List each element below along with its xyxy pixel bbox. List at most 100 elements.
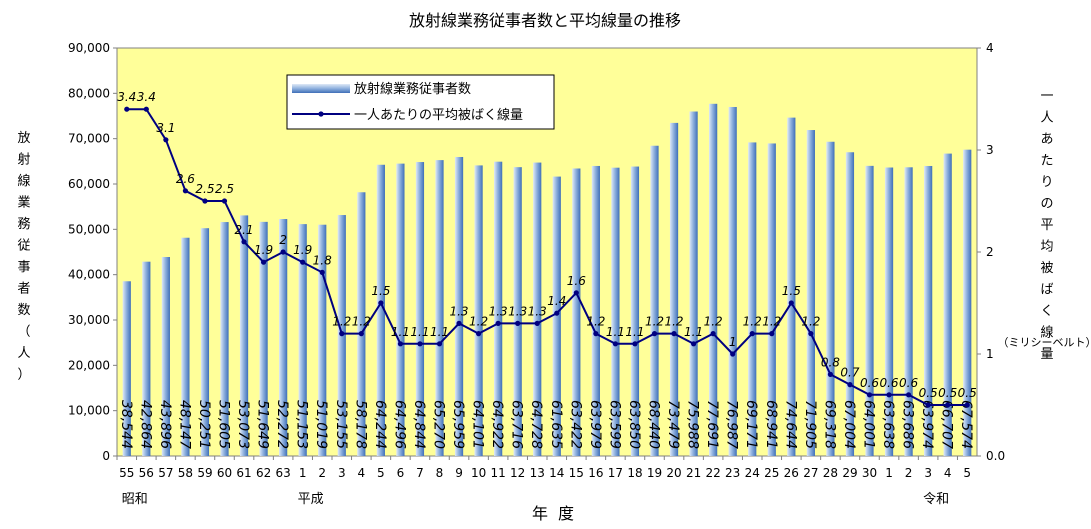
y-left-label-char: 人 [17, 346, 30, 361]
line-point [300, 259, 306, 265]
y-left-tick-label: 70,000 [68, 132, 110, 146]
line-value-label: 1.1 [606, 325, 625, 339]
line-point [554, 310, 560, 316]
x-tick-label: 3 [338, 466, 346, 480]
y-right-label-char: 一 [1040, 89, 1053, 104]
line-point [358, 331, 364, 337]
line-point [925, 402, 931, 408]
y-axis-left-ticks: 0 10,000 20,000 30,000 40,000 50,000 60,000 70,… [68, 41, 117, 463]
bar [357, 192, 366, 456]
y-right-tick-label: 0.0 [986, 449, 1005, 463]
y-left-tick-label: 80,000 [68, 86, 110, 100]
y-right-label-char: の [1040, 197, 1053, 212]
y-left-tick-label: 60,000 [68, 177, 110, 191]
line-point [593, 331, 599, 337]
bar-value-labels: 38,544 42,864 43,896 48,147 50,251 51,605 53,0… [118, 400, 974, 449]
bar-value-label: 51,605 [216, 400, 232, 449]
x-tick-label: 30 [862, 466, 877, 480]
x-tick-label: 55 [119, 466, 134, 480]
y-left-label-char: （ [17, 325, 30, 340]
line-point [808, 331, 814, 337]
bar-value-label: 64,001 [861, 400, 877, 449]
y-axis-right-label: 一人あたりの平均被ばく線量 [1040, 89, 1053, 362]
bar [161, 257, 170, 456]
x-tick-label: 9 [455, 466, 463, 480]
line-value-label: 3.4 [117, 90, 136, 104]
line-point [378, 300, 384, 306]
bar-value-label: 69,171 [743, 400, 759, 449]
x-tick-label: 62 [256, 466, 271, 480]
x-tick-label: 26 [784, 466, 799, 480]
line-value-label: 1.1 [684, 325, 703, 339]
line-point [339, 331, 345, 337]
bar [591, 165, 600, 457]
bar-value-label: 63,979 [587, 400, 603, 449]
bar [454, 156, 464, 456]
bar [748, 142, 757, 456]
legend: 放射線業務従事者数 一人あたりの平均被ばく線量 [286, 74, 555, 130]
bar-value-label: 61,635 [548, 400, 564, 449]
bar [533, 162, 542, 456]
bar-value-label: 51,649 [255, 400, 271, 449]
y-left-label-char: ） [17, 368, 30, 383]
line-point [632, 341, 638, 347]
line-value-label: 1.1 [391, 325, 410, 339]
line-value-label: 0.7 [840, 366, 859, 380]
legend-line-label: 一人あたりの平均被ばく線量 [354, 107, 523, 123]
y-right-label-char: 人 [1040, 111, 1053, 126]
x-tick-label: 4 [357, 466, 365, 480]
y-left-label-char: 放 [17, 131, 30, 146]
line-point [964, 402, 970, 408]
bar [943, 153, 952, 456]
line-value-label: 0.5 [938, 386, 957, 400]
x-tick-label: 28 [823, 466, 838, 480]
x-tick-label: 18 [627, 466, 642, 480]
x-tick-label: 60 [217, 466, 232, 480]
x-tick-label: 22 [705, 466, 720, 480]
bar [572, 168, 581, 456]
era-label: 令和 [923, 492, 949, 507]
bar-value-label: 51,153 [294, 400, 310, 449]
y-right-label-char: り [1040, 175, 1053, 190]
bar [435, 160, 444, 457]
bar [376, 164, 385, 456]
line-value-label: 1.2 [762, 315, 781, 329]
bar-value-label: 73,479 [665, 400, 681, 449]
bar [552, 176, 561, 456]
line-value-label: 1.2 [645, 315, 664, 329]
x-tick-label: 59 [197, 466, 212, 480]
bar-value-label: 63,422 [567, 400, 583, 449]
bar [787, 117, 796, 457]
x-tick-label: 29 [842, 466, 857, 480]
line-value-label: 1.2 [586, 315, 605, 329]
line-value-label: 2.1 [234, 223, 253, 237]
bar-value-label: 77,691 [704, 400, 720, 449]
line-point [280, 249, 286, 255]
line-value-label: 0.6 [860, 376, 879, 390]
y-axis-left-label: 放射線業務従事者数 （ 人 ） [17, 131, 30, 383]
x-tick-label: 15 [569, 466, 584, 480]
y-left-label-char: 線 [17, 173, 30, 189]
line-value-label: 1.3 [449, 304, 468, 318]
line-point [241, 239, 247, 245]
legend-bar-label: 放射線業務従事者数 [354, 81, 471, 97]
x-tick-label: 57 [158, 466, 173, 480]
x-tick-label: 24 [745, 466, 760, 480]
line-point [866, 392, 873, 398]
x-tick-label: 61 [236, 466, 251, 480]
y-right-label-char: 平 [1040, 218, 1053, 233]
y-left-tick-label: 50,000 [68, 222, 110, 236]
line-value-label: 0.6 [899, 376, 918, 390]
era-label: 昭和 [122, 492, 148, 507]
y-right-label-char: た [1040, 154, 1053, 169]
line-point [573, 290, 579, 296]
line-value-label: 1.2 [469, 315, 488, 329]
bar-value-label: 71,905 [802, 400, 818, 449]
line-value-label: 1.2 [801, 315, 820, 329]
bar-value-label: 38,544 [118, 400, 134, 449]
line-value-label: 1.5 [782, 284, 801, 298]
line-value-label: 1.9 [293, 243, 312, 257]
bar-value-label: 69,318 [821, 400, 837, 449]
y-right-tick-label: 4 [986, 41, 994, 55]
